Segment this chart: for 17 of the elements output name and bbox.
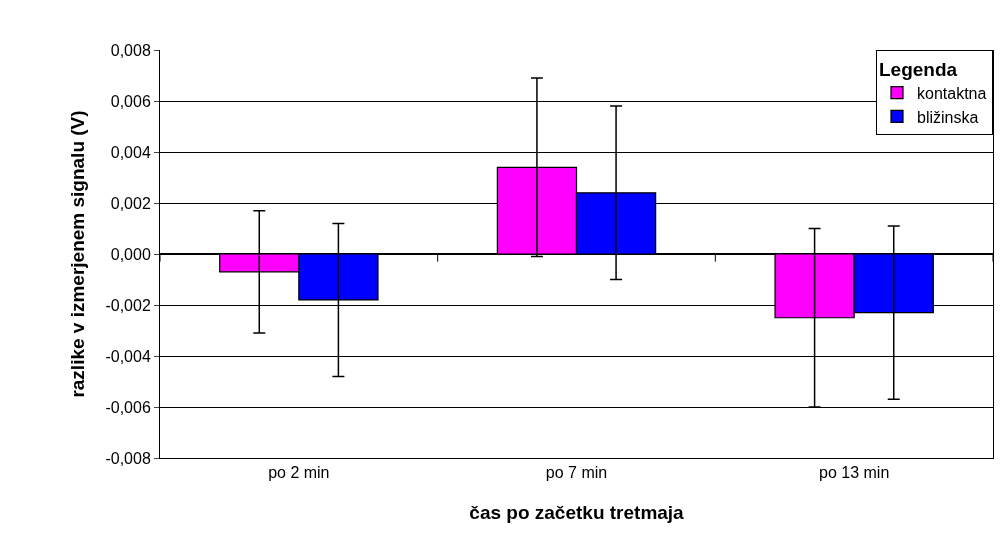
y-tick-label: -0,004 <box>105 347 151 365</box>
legend-label: bližinska <box>917 108 979 126</box>
y-tick-label: 0,004 <box>110 143 151 161</box>
y-tick-label: 0,000 <box>110 245 151 263</box>
x-axis-title: čas po začetku tretmaja <box>469 502 685 523</box>
legend-label: kontaktna <box>917 84 987 102</box>
y-axis-title: razlike v izmerjenem signalu (V) <box>67 110 89 398</box>
y-tick-label: -0,008 <box>105 449 151 467</box>
y-tick-label: 0,002 <box>110 194 151 212</box>
x-tick-label: po 7 min <box>545 464 608 482</box>
legend-title: Legenda <box>879 58 958 80</box>
y-tick-label: -0,006 <box>105 398 151 416</box>
y-tick-label: 0,008 <box>110 41 151 59</box>
x-tick-label: po 2 min <box>268 464 330 482</box>
y-tick-label: 0,006 <box>110 92 151 110</box>
y-tick-label: -0,002 <box>105 296 151 314</box>
x-tick-label: po 13 min <box>819 464 890 482</box>
